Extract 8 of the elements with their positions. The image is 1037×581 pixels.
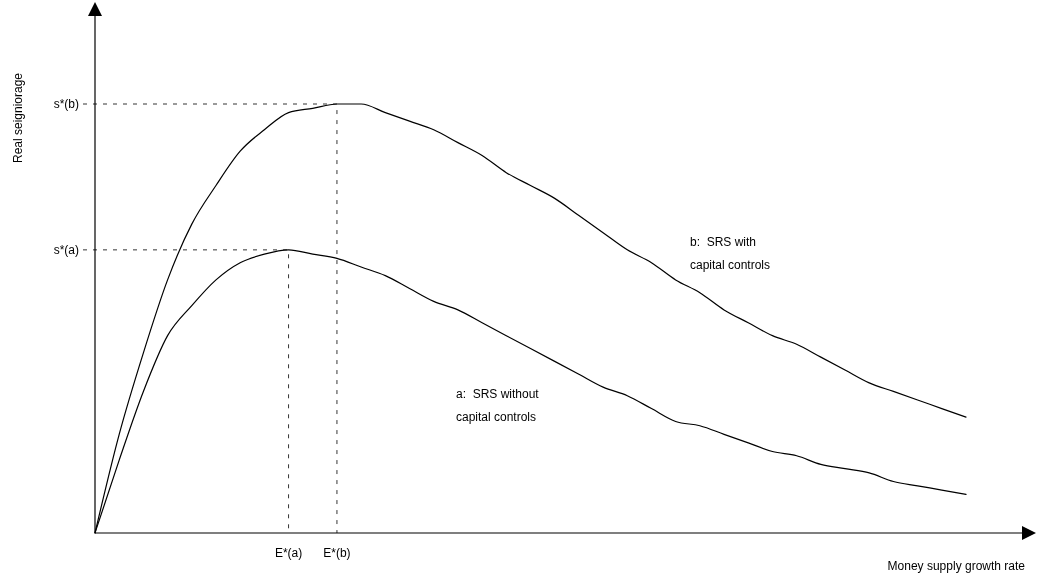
ref-line-label: s*(b) — [53, 97, 79, 112]
text: a: SRS without capital controls — [456, 387, 540, 424]
y-axis-title: Real seigniorage — [11, 72, 25, 164]
x-axis-title: Money supply growth rate — [887, 559, 1026, 573]
ref-line-label: s*(a) — [53, 243, 79, 258]
x-tick-label: E*(a) — [274, 546, 303, 561]
series-label: b: SRS with capital controls — [690, 235, 771, 272]
x-tick-label: E*(b) — [323, 546, 351, 561]
